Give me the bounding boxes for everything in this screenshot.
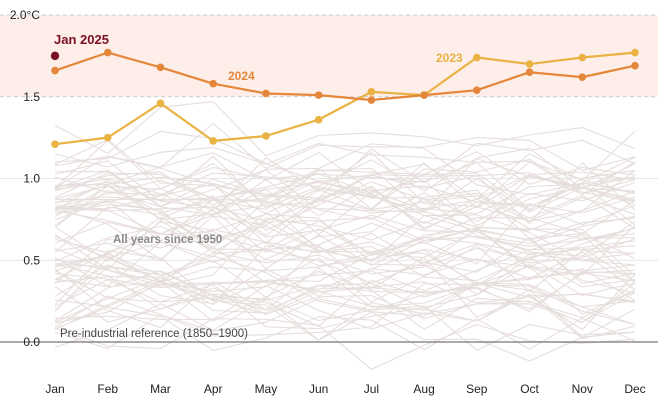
background-year-line [54, 284, 636, 340]
background-year-line [54, 279, 636, 327]
background-year-line [54, 151, 636, 212]
series-point-2023 [156, 99, 165, 108]
series-point-2024 [473, 86, 481, 95]
background-year-line [54, 225, 636, 280]
background-year-line [54, 130, 636, 200]
series-point-2023 [262, 132, 270, 140]
x-tick-label: Jan [45, 382, 64, 396]
y-tick-label: 1.0 [23, 172, 40, 186]
background-year-line [54, 139, 636, 196]
background-year-line [54, 247, 636, 308]
pre-industrial-label: Pre-industrial reference (1850–1900) [60, 328, 248, 340]
y-tick-label: 0.0 [23, 335, 40, 349]
background-year-line [54, 318, 636, 370]
series-point-2023 [314, 115, 323, 124]
series-point-2023 [51, 140, 59, 148]
background-year-line [54, 207, 636, 270]
background-year-line [54, 216, 636, 268]
series-point-2024 [525, 68, 534, 77]
series-point-2024 [51, 66, 59, 75]
background-year-line [54, 179, 636, 236]
background-year-line [54, 253, 636, 318]
series-point-2024 [209, 79, 217, 88]
background-year-line [54, 142, 636, 211]
x-tick-label: Jul [364, 382, 379, 396]
series-point-2023 [631, 48, 639, 57]
background-year-line [54, 101, 636, 157]
series-point-2024 [262, 89, 270, 98]
background-year-line [54, 169, 636, 223]
background-year-line [54, 172, 636, 213]
background-year-line [54, 172, 636, 221]
background-year-line [54, 280, 636, 341]
highlighted-series [50, 48, 639, 148]
background-year-line [54, 306, 636, 352]
series-point-2023 [525, 60, 534, 68]
background-year-line [54, 197, 636, 260]
background-year-line [54, 238, 636, 291]
series-point-2024 [420, 91, 428, 99]
y-axis-ticks: 0.0 0.5 1.0 1.5 2.0°C [10, 8, 40, 349]
background-years-lines [54, 101, 636, 370]
series-point-2024 [367, 96, 376, 104]
background-year-line [54, 162, 636, 232]
series-point-2024 [578, 73, 587, 81]
series-point-2024 [314, 91, 323, 99]
series-line-2023 [54, 51, 636, 146]
background-year-line [54, 229, 636, 300]
series-label-2024: 2024 [228, 69, 255, 83]
all-years-label: All years since 1950 [113, 234, 222, 246]
y-tick-label: 0.5 [23, 253, 40, 267]
background-year-line [54, 266, 636, 314]
background-year-line [54, 234, 636, 292]
band-above-1-5 [0, 15, 658, 97]
background-year-line [54, 143, 636, 207]
background-year-line [54, 178, 636, 231]
x-tick-label: Mar [150, 382, 171, 396]
jan-2025-point [50, 51, 60, 61]
x-tick-label: Dec [624, 382, 645, 396]
background-year-line [54, 298, 636, 362]
background-year-line [54, 298, 636, 351]
x-axis-ticks: Jan Feb Mar Apr May Jun Jul Aug Sep Oct Nov Dec [45, 382, 645, 396]
series-point-2023 [209, 137, 217, 145]
background-year-line [54, 122, 636, 189]
series-point-2023 [103, 133, 112, 142]
series-point-2023 [367, 88, 376, 96]
background-year-line [54, 171, 636, 211]
series-point-2024 [156, 63, 165, 72]
background-year-line [54, 269, 636, 310]
x-tick-label: Jun [309, 382, 328, 396]
series-point-2024 [631, 61, 639, 70]
background-year-line [54, 138, 636, 199]
background-year-line [54, 282, 636, 338]
x-tick-label: Oct [520, 382, 539, 396]
x-tick-label: Aug [413, 382, 434, 396]
series-point-2023 [578, 53, 587, 62]
y-tick-label: 1.5 [23, 90, 40, 104]
series-line-2024 [54, 51, 636, 102]
x-tick-label: May [255, 382, 278, 396]
background-year-line [54, 245, 636, 303]
x-tick-label: Nov [572, 382, 593, 396]
jan-2025-label: Jan 2025 [54, 32, 109, 47]
x-tick-label: Feb [97, 382, 118, 396]
background-year-line [54, 167, 636, 231]
x-tick-label: Sep [466, 382, 488, 396]
background-year-line [54, 250, 636, 305]
y-tick-label: 2.0°C [10, 8, 40, 22]
series-label-2023: 2023 [436, 51, 463, 65]
series-point-2023 [473, 53, 481, 62]
x-tick-label: Apr [204, 382, 223, 396]
series-point-2024 [103, 48, 112, 57]
